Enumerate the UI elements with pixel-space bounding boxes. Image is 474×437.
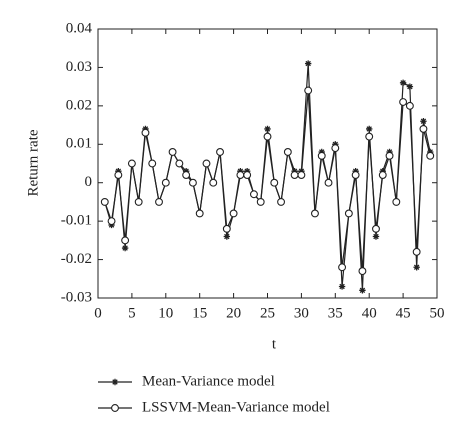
- x-tick-label: 0: [94, 305, 102, 321]
- circle-marker: [100, 197, 109, 206]
- circle-marker: [304, 86, 313, 95]
- circle-marker: [243, 171, 252, 179]
- circle-marker: [141, 128, 150, 137]
- circle-marker: [216, 148, 224, 156]
- x-tick-label: 5: [128, 305, 136, 321]
- circle-marker: [283, 148, 292, 156]
- circle-marker: [148, 159, 157, 168]
- y-tick-label: 0: [85, 174, 93, 190]
- x-tick-label: 30: [294, 305, 309, 321]
- circle-marker: [324, 178, 333, 187]
- circle-marker: [378, 171, 387, 179]
- circle-marker: [344, 209, 353, 218]
- y-tick-label: -0.01: [61, 213, 92, 229]
- star-marker: [304, 60, 312, 67]
- star-marker: [264, 125, 271, 133]
- circle-marker: [175, 159, 184, 168]
- circle-marker: [236, 171, 245, 179]
- circle-marker: [270, 178, 279, 187]
- circle-marker: [358, 267, 367, 276]
- circle-marker: [256, 197, 265, 206]
- x-tick-label: 10: [158, 305, 173, 321]
- circle-marker: [351, 171, 360, 179]
- circle-marker: [114, 171, 123, 179]
- circle-marker: [412, 247, 421, 256]
- circle-marker: [202, 159, 211, 168]
- circle-marker: [365, 132, 374, 141]
- circle-marker: [263, 132, 272, 141]
- circle-marker: [107, 217, 116, 226]
- legend-label: Mean-Variance model: [142, 373, 275, 389]
- circle-marker: [188, 178, 197, 187]
- circle-marker: [111, 404, 119, 412]
- y-tick-label: 0.03: [66, 59, 92, 75]
- star-marker: [121, 244, 129, 252]
- star-marker: [359, 287, 366, 294]
- circle-marker: [229, 209, 238, 218]
- star-marker: [223, 233, 231, 240]
- x-tick-label: 35: [328, 305, 343, 321]
- star-marker: [338, 283, 346, 290]
- circle-marker: [338, 263, 347, 272]
- circle-marker: [392, 197, 401, 206]
- x-tick-label: 20: [226, 305, 241, 321]
- y-tick-label: 0.01: [66, 136, 92, 152]
- y-axis-label: Return rate: [25, 129, 41, 196]
- y-tick-label: -0.02: [61, 251, 92, 267]
- circle-marker: [297, 171, 306, 179]
- x-axis-label: t: [272, 336, 277, 352]
- legend-label: LSSVM-Mean-Variance model: [142, 399, 330, 415]
- x-tick-label: 40: [362, 305, 377, 321]
- star-marker: [413, 264, 420, 271]
- circle-marker: [399, 98, 408, 106]
- circle-marker: [155, 197, 163, 206]
- circle-marker: [134, 197, 143, 206]
- circle-marker: [182, 171, 191, 179]
- star-marker: [406, 83, 414, 90]
- circle-marker: [222, 224, 231, 233]
- y-tick-label: 0.04: [66, 20, 93, 36]
- y-tick-label: 0.02: [66, 97, 92, 113]
- x-tick-label: 45: [396, 305, 411, 321]
- y-tick-label: -0.03: [61, 289, 92, 305]
- circle-marker: [419, 124, 428, 133]
- circle-marker: [121, 236, 130, 245]
- circle-marker: [290, 171, 299, 179]
- circle-marker: [168, 148, 177, 156]
- x-tick-label: 15: [192, 305, 207, 321]
- circle-marker: [372, 224, 380, 233]
- star-marker: [372, 233, 380, 240]
- x-tick-label: 50: [430, 305, 445, 321]
- circle-marker: [209, 178, 218, 187]
- x-tick-label: 25: [260, 305, 275, 321]
- circle-marker: [249, 190, 258, 199]
- star-marker: [111, 378, 119, 386]
- circle-marker: [277, 197, 286, 206]
- circle-marker: [405, 101, 414, 110]
- circle-marker: [385, 151, 394, 160]
- circle-marker: [195, 209, 204, 218]
- circle-marker: [331, 144, 340, 153]
- star-marker: [420, 118, 427, 125]
- star-marker: [366, 125, 373, 133]
- circle-marker: [161, 178, 170, 187]
- star-marker: [399, 79, 407, 86]
- circle-marker: [311, 209, 319, 218]
- circle-marker: [426, 151, 435, 160]
- circle-marker: [127, 159, 136, 168]
- circle-marker: [317, 151, 326, 160]
